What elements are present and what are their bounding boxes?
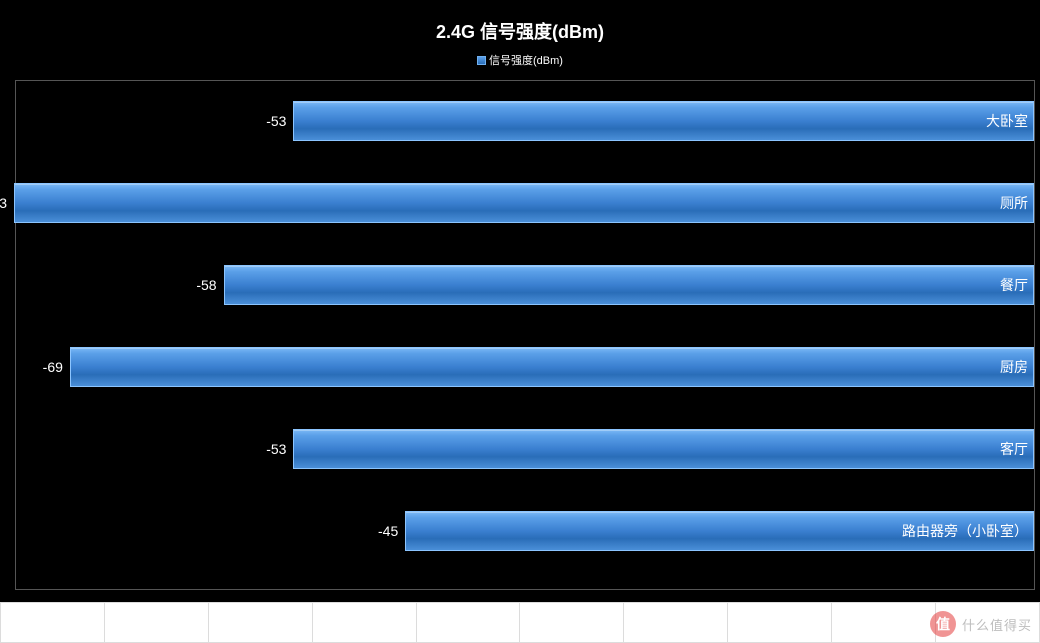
bar-category-label: 大卧室 <box>986 111 1028 131</box>
bar-row: -53客厅 <box>16 429 1034 469</box>
legend-swatch <box>477 56 486 65</box>
bar-row: -53大卧室 <box>16 101 1034 141</box>
watermark-icon: 值 <box>930 611 956 637</box>
bar-row: -58餐厅 <box>16 265 1034 305</box>
bar-value-label: -53 <box>266 113 286 129</box>
bar: -73 <box>14 183 1034 223</box>
bar: -53 <box>293 429 1034 469</box>
bar-category-label: 路由器旁（小卧室） <box>902 521 1028 541</box>
plot-area: -53大卧室-73厕所-58餐厅-69厨房-53客厅-45路由器旁（小卧室） <box>15 80 1035 590</box>
bar-category-label: 客厅 <box>1000 439 1028 459</box>
watermark: 值 什么值得买 <box>930 611 1032 637</box>
legend-label: 信号强度(dBm) <box>489 55 563 67</box>
bar-value-label: -73 <box>0 195 7 211</box>
bar-value-label: -45 <box>378 523 398 539</box>
bar-value-label: -53 <box>266 441 286 457</box>
bar-row: -45 路由器旁（小卧室） <box>16 511 1034 551</box>
bars-container: -53大卧室-73厕所-58餐厅-69厨房-53客厅-45路由器旁（小卧室） <box>16 81 1034 589</box>
bar: -53 <box>293 101 1034 141</box>
chart-frame: 2.4G 信号强度(dBm) 信号强度(dBm) -53大卧室-73厕所-58餐… <box>0 0 1040 602</box>
bar: -69 <box>70 347 1034 387</box>
legend: 信号强度(dBm) <box>5 52 1035 68</box>
bar-category-label: 厕所 <box>1000 193 1028 213</box>
bar-category-label: 厨房 <box>1000 357 1028 377</box>
spreadsheet-grid <box>0 602 1040 643</box>
watermark-text: 什么值得买 <box>962 615 1032 634</box>
chart-title: 2.4G 信号强度(dBm) <box>5 18 1035 44</box>
bar-category-label: 餐厅 <box>1000 275 1028 295</box>
bar-value-label: -69 <box>43 359 63 375</box>
bar-row: -73厕所 <box>16 183 1034 223</box>
bar-value-label: -58 <box>196 277 216 293</box>
bar-row: -69厨房 <box>16 347 1034 387</box>
bar: -58 <box>224 265 1034 305</box>
